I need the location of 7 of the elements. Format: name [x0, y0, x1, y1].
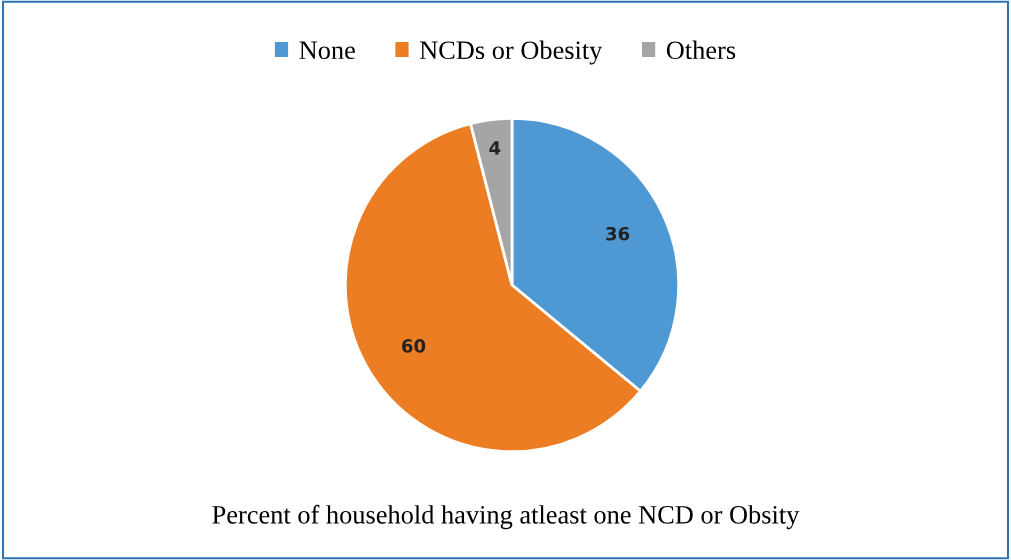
legend-label: NCDs or Obesity — [419, 40, 603, 65]
data-label: 4 — [489, 141, 501, 155]
text: Percent of household having atleast one NCD or Obsity — [212, 504, 800, 530]
legend-label: None — [299, 41, 355, 60]
data-label: 36 — [606, 226, 630, 241]
legend-label: Others — [666, 40, 736, 60]
data-label: 60 — [402, 339, 426, 353]
